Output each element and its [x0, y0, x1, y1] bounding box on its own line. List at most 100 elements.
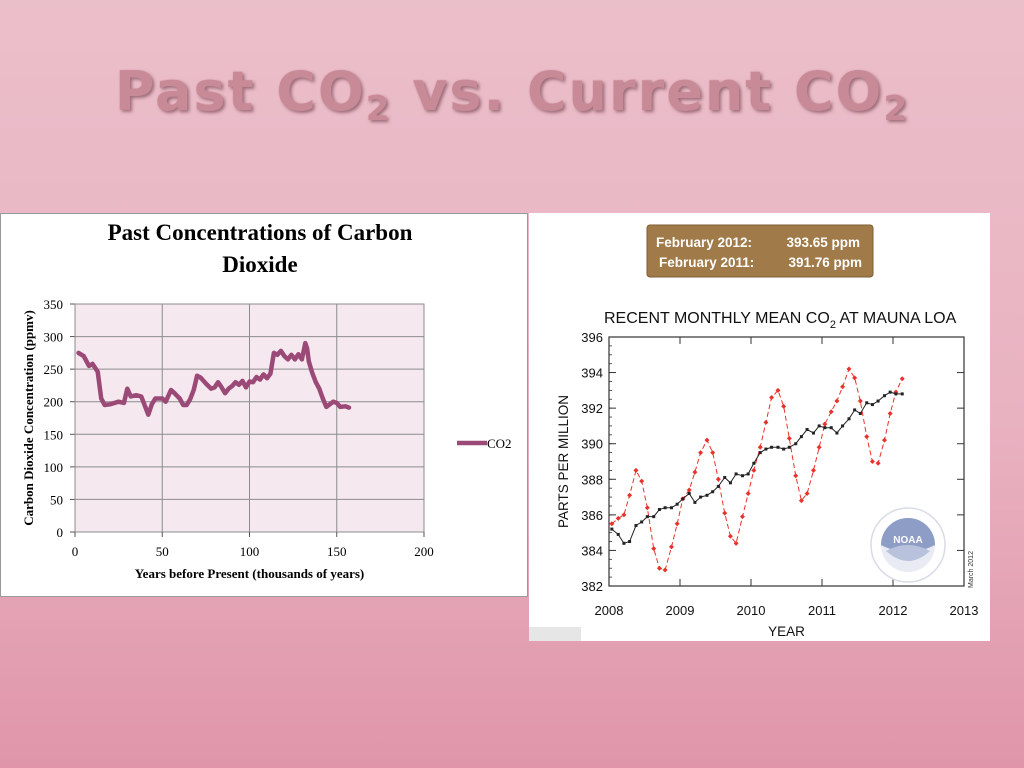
monthly-mean-point: [864, 434, 870, 440]
trend-point: [794, 442, 798, 446]
legend-label: CO2: [487, 436, 512, 451]
trend-point: [652, 515, 656, 519]
monthly-mean-point: [775, 387, 781, 393]
trend-point: [728, 481, 732, 485]
monthly-mean-point: [656, 565, 662, 571]
monthly-mean-point: [810, 467, 816, 473]
noaa-logo-sky: [881, 518, 935, 552]
monthly-mean-point: [769, 394, 775, 400]
trend-point: [693, 500, 697, 504]
trend-point: [841, 424, 845, 428]
trend-point: [752, 461, 756, 465]
x-tick-label: 100: [240, 544, 260, 559]
monthly-mean-point: [804, 491, 810, 497]
x-tick-label: 2009: [666, 603, 695, 618]
trend-point: [776, 445, 780, 449]
trend-point: [787, 445, 791, 449]
trend-point: [870, 403, 874, 407]
trend-point: [782, 447, 786, 451]
x-tick-label: 150: [327, 544, 347, 559]
trend-point: [811, 431, 815, 435]
trend-point: [746, 472, 750, 476]
trend-point: [740, 474, 744, 478]
x-tick-label: 0: [72, 544, 79, 559]
trend-point: [865, 401, 869, 405]
y-tick-label: 396: [581, 330, 603, 345]
monthly-mean-point: [674, 521, 680, 527]
trend-point: [716, 484, 720, 488]
trend-point: [687, 492, 691, 496]
monthly-mean-point: [621, 512, 627, 518]
chart-title-sub: 2: [830, 319, 836, 331]
trend-point: [640, 520, 644, 524]
trend-point: [734, 472, 738, 476]
monthly-mean-point: [852, 375, 858, 381]
monthly-mean-point: [733, 540, 739, 546]
trend-point: [876, 399, 880, 403]
x-tick-label: 50: [156, 544, 169, 559]
y-tick-label: 384: [581, 543, 603, 558]
trend-point: [628, 540, 632, 544]
y-tick-label: 300: [44, 330, 64, 345]
monthly-mean-point: [609, 521, 615, 527]
trend-point: [764, 447, 768, 451]
monthly-mean-point: [704, 437, 710, 443]
monthly-mean-point: [751, 467, 757, 473]
monthly-mean-point: [857, 398, 863, 404]
trend-point: [835, 431, 839, 435]
info-row2-value: 391.76 ppm: [788, 255, 862, 270]
x-axis-label: YEAR: [768, 624, 805, 639]
y-tick-label: 0: [57, 525, 64, 540]
y-tick-label: 394: [581, 366, 603, 381]
monthly-mean-point: [639, 478, 645, 484]
monthly-mean-point: [816, 444, 822, 450]
info-box: [646, 224, 874, 278]
trend-point: [823, 426, 827, 430]
trend-point: [888, 390, 892, 394]
monthly-mean-point: [869, 459, 875, 464]
title-part1: Past CO: [114, 60, 366, 123]
past-co2-chart-svg: Past Concentrations of Carbon Dioxide 0 50 1…: [21, 220, 512, 581]
trend-point: [645, 515, 649, 519]
monthly-mean-point: [692, 469, 698, 475]
trend-point: [853, 408, 857, 412]
chart-title-line: Dioxide: [222, 252, 297, 277]
title-subscript-2: 2: [883, 89, 910, 129]
trend-point: [711, 490, 715, 494]
info-row1-value: 393.65 ppm: [786, 235, 860, 250]
trend-point: [669, 506, 673, 510]
trend-point: [770, 445, 774, 449]
trend-point: [817, 424, 821, 428]
mauna-loa-chart-svg: February 2012: 393.65 ppm February 2011: 39…: [556, 224, 978, 639]
noaa-logo-gull: [886, 545, 930, 561]
y-axis-label: Carbon Dioxide Concentration (ppmv): [21, 310, 36, 526]
x-tick-label: 2012: [879, 603, 908, 618]
x-tick-label: 2011: [808, 603, 836, 618]
y-tick-label: 382: [581, 579, 603, 594]
mauna-loa-chart: February 2012: 393.65 ppm February 2011: 39…: [529, 213, 990, 641]
noaa-logo-text: NOAA: [893, 535, 922, 546]
monthly-mean-point: [840, 384, 846, 390]
past-co2-chart: Past Concentrations of Carbon Dioxide 0 50 1…: [0, 213, 528, 597]
chart-title-line: Past Concentrations of Carbon: [108, 220, 413, 245]
monthly-mean-point: [875, 460, 881, 466]
trend-point: [616, 532, 620, 536]
trend-point: [829, 426, 833, 430]
monthly-mean-point: [686, 487, 692, 493]
monthly-mean-point: [698, 450, 704, 456]
y-tick-label: 200: [44, 395, 64, 410]
monthly-mean-point: [834, 398, 840, 404]
date-note: March 2012: [968, 551, 975, 588]
monthly-mean-point: [615, 515, 621, 521]
trend-point: [758, 451, 762, 455]
monthly-mean-point: [798, 498, 804, 504]
monthly-mean-point: [745, 491, 751, 497]
monthly-mean-point: [899, 376, 905, 382]
info-row2-label: February 2011:: [659, 255, 754, 270]
co2-series-line: [76, 340, 352, 417]
trend-point: [622, 541, 626, 545]
title-part2: vs. Current CO: [391, 60, 884, 123]
monthly-mean-point: [662, 567, 668, 573]
y-tick-label: 350: [44, 297, 64, 312]
monthly-mean-point: [727, 533, 733, 539]
